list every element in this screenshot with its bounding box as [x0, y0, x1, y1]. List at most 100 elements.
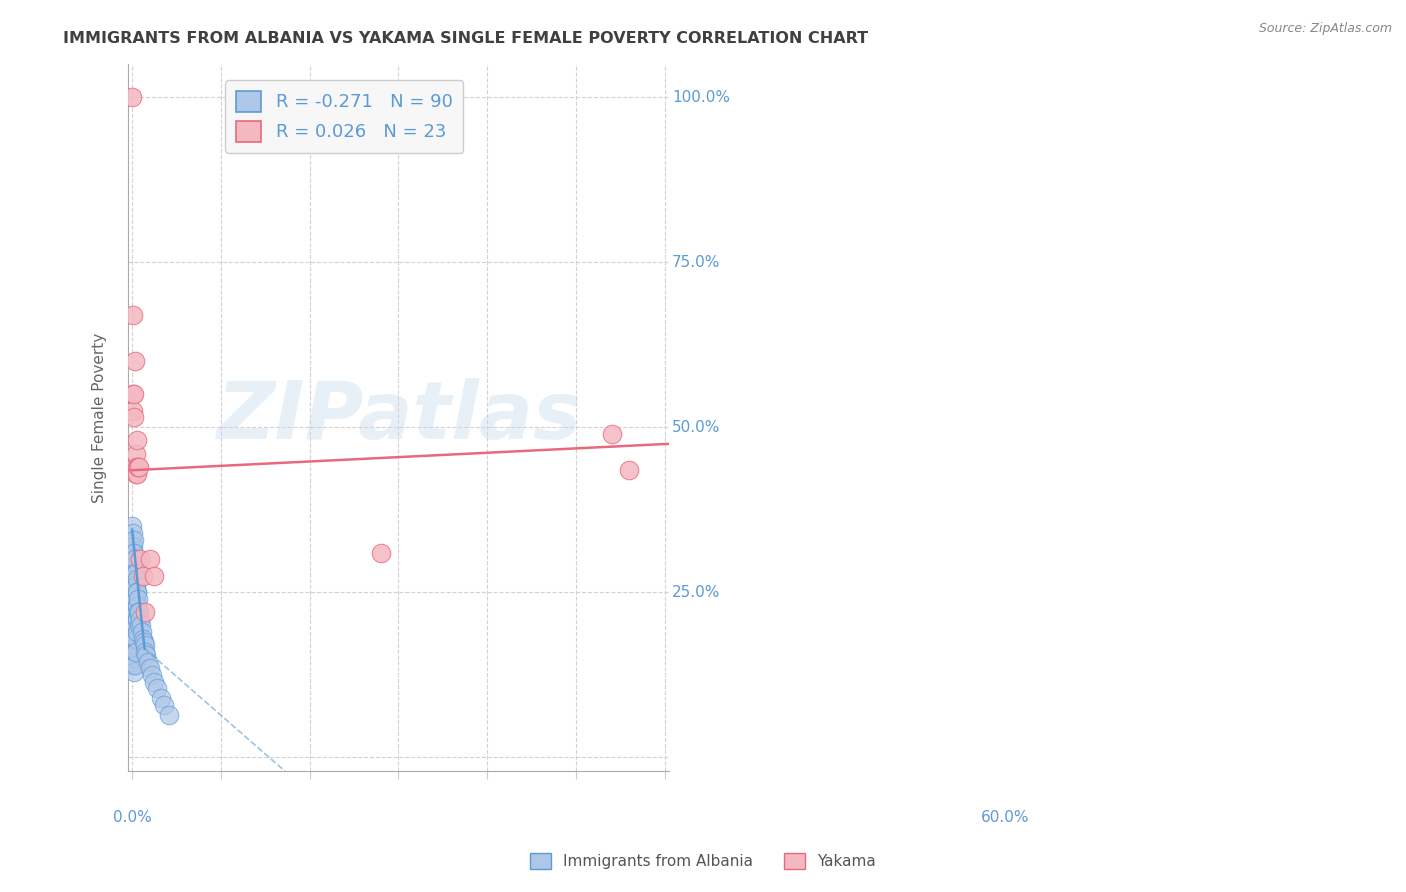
Point: [122, 404, 145, 418]
Text: 50.0%: 50.0%: [672, 420, 720, 434]
Point: [124, 467, 146, 481]
Point: [125, 459, 148, 474]
Point: [122, 387, 145, 401]
Point: [122, 651, 145, 665]
Point: [124, 552, 146, 566]
Point: [124, 566, 146, 580]
Point: [132, 635, 155, 649]
Point: [134, 645, 156, 659]
Point: [127, 599, 149, 613]
Point: [122, 645, 145, 659]
Point: [122, 308, 145, 322]
Point: [122, 665, 145, 679]
Point: [121, 539, 143, 553]
Point: [122, 410, 145, 425]
Point: [124, 566, 146, 580]
Point: [121, 625, 143, 640]
Point: [121, 599, 143, 613]
Point: [124, 645, 146, 659]
Point: [121, 638, 143, 652]
Point: [136, 655, 159, 669]
Point: [127, 459, 149, 474]
Point: [128, 605, 150, 619]
Point: [122, 552, 145, 566]
Point: [121, 618, 143, 632]
Point: [124, 645, 146, 659]
Point: [134, 605, 156, 619]
Point: [121, 572, 143, 586]
Point: [124, 592, 146, 607]
Point: [157, 707, 180, 722]
Point: [121, 559, 143, 574]
Point: [122, 632, 145, 646]
Point: [124, 605, 146, 619]
Text: 0.0%: 0.0%: [112, 810, 152, 824]
Point: [370, 546, 392, 560]
Point: [121, 552, 143, 566]
Point: [121, 90, 143, 104]
Point: [122, 566, 145, 580]
Point: [121, 585, 143, 599]
Legend: R = -0.271   N = 90, R = 0.026   N = 23: R = -0.271 N = 90, R = 0.026 N = 23: [225, 80, 464, 153]
Point: [125, 599, 148, 613]
Point: [122, 599, 145, 613]
Point: [124, 618, 146, 632]
Point: [122, 546, 145, 560]
Point: [121, 612, 143, 626]
Point: [128, 459, 150, 474]
Point: [124, 658, 146, 673]
Point: [121, 651, 143, 665]
Point: [122, 651, 145, 665]
Point: [121, 632, 143, 646]
Point: [122, 592, 145, 607]
Point: [125, 625, 148, 640]
Point: [132, 632, 155, 646]
Point: [121, 566, 143, 580]
Point: [122, 559, 145, 574]
Legend: Immigrants from Albania, Yakama: Immigrants from Albania, Yakama: [523, 847, 883, 875]
Point: [143, 674, 166, 689]
Point: [122, 533, 145, 547]
Point: [121, 605, 143, 619]
Point: [122, 579, 145, 593]
Point: [122, 539, 145, 553]
Point: [125, 434, 148, 448]
Point: [121, 533, 143, 547]
Point: [143, 569, 166, 583]
Point: [139, 661, 162, 675]
Point: [124, 632, 146, 646]
Text: IMMIGRANTS FROM ALBANIA VS YAKAMA SINGLE FEMALE POVERTY CORRELATION CHART: IMMIGRANTS FROM ALBANIA VS YAKAMA SINGLE…: [63, 31, 869, 46]
Point: [122, 546, 145, 560]
Point: [146, 681, 169, 695]
Point: [124, 632, 146, 646]
Text: 60.0%: 60.0%: [981, 810, 1029, 824]
Point: [121, 519, 143, 533]
Point: [124, 354, 146, 368]
Point: [124, 618, 146, 632]
Point: [129, 552, 152, 566]
Text: Single Female Poverty: Single Female Poverty: [91, 332, 107, 502]
Point: [127, 605, 149, 619]
Point: [127, 467, 149, 481]
Point: [122, 625, 145, 640]
Point: [122, 618, 145, 632]
Point: [124, 447, 146, 461]
Point: [122, 572, 145, 586]
Text: 25.0%: 25.0%: [672, 585, 720, 600]
Point: [149, 691, 172, 706]
Point: [124, 605, 146, 619]
Text: Source: ZipAtlas.com: Source: ZipAtlas.com: [1258, 22, 1392, 36]
Point: [135, 648, 157, 662]
Text: ZIPatlas: ZIPatlas: [217, 378, 581, 457]
Point: [134, 638, 156, 652]
Point: [124, 459, 146, 474]
Point: [141, 668, 163, 682]
Text: 100.0%: 100.0%: [672, 89, 730, 104]
Point: [122, 387, 145, 401]
Point: [125, 572, 148, 586]
Point: [131, 625, 153, 640]
Point: [121, 645, 143, 659]
Point: [124, 579, 146, 593]
Point: [139, 552, 162, 566]
Point: [129, 612, 152, 626]
